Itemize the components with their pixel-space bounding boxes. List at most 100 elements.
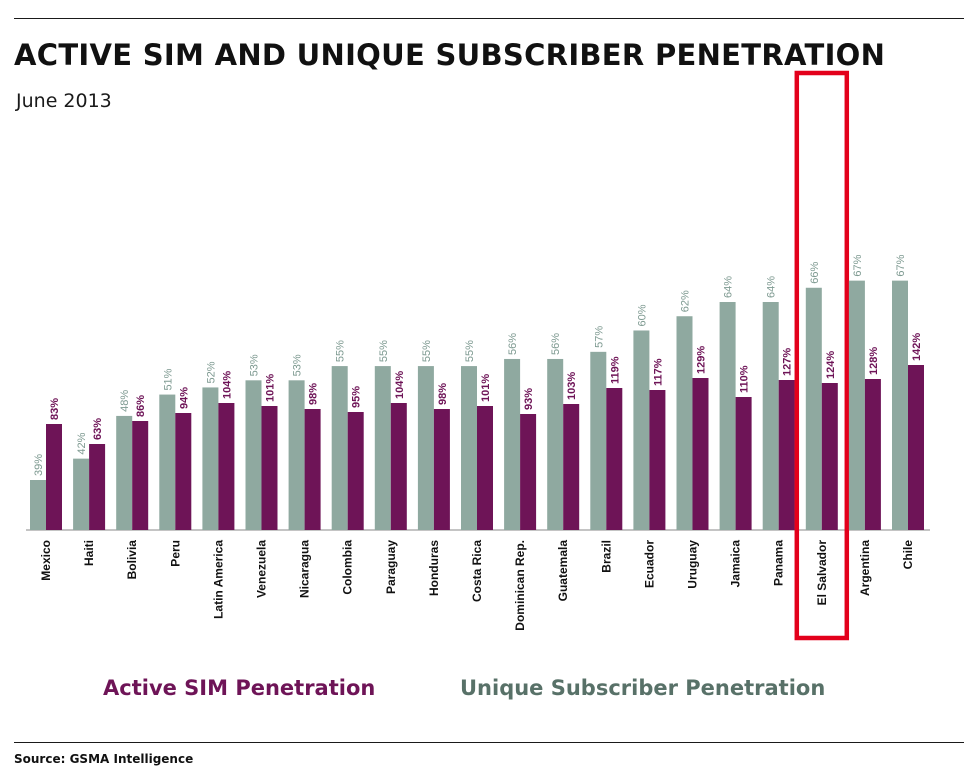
data-label-active-mexico: 83% <box>49 398 61 420</box>
data-label-active-chile: 142% <box>911 333 923 361</box>
data-label-active-el-salvador: 124% <box>825 351 837 379</box>
data-label-active-argentina: 128% <box>868 347 880 375</box>
data-label-unique-argentina: 67% <box>852 254 864 276</box>
data-label-unique-paraguay: 55% <box>378 340 390 362</box>
data-label-unique-costa-rica: 55% <box>464 340 476 362</box>
data-label-active-haiti: 63% <box>92 418 104 440</box>
tick-label-paraguay: Paraguay <box>384 540 398 594</box>
bar-unique-jamaica <box>719 302 736 530</box>
data-label-unique-peru: 51% <box>162 368 174 390</box>
tick-label-guatemala: Guatemala <box>556 540 570 602</box>
bar-unique-uruguay <box>676 316 693 530</box>
legend-unique-subscriber: Unique Subscriber Penetration <box>460 676 826 700</box>
data-label-unique-latin-america: 52% <box>205 361 217 383</box>
bar-active-nicaragua <box>304 409 321 530</box>
data-label-unique-guatemala: 56% <box>550 333 562 355</box>
bar-unique-costa-rica <box>461 366 477 530</box>
data-label-active-brazil: 119% <box>609 356 621 384</box>
data-label-active-nicaragua: 98% <box>308 383 320 405</box>
bar-unique-bolivia <box>116 415 133 530</box>
tick-label-el-salvador: El Salvador <box>815 540 829 606</box>
bar-active-honduras <box>433 409 450 530</box>
data-label-unique-brazil: 57% <box>593 326 605 348</box>
data-label-active-colombia: 95% <box>351 386 363 408</box>
highlight-box-el-salvador <box>794 70 850 641</box>
tick-label-haiti: Haiti <box>82 540 96 566</box>
data-label-unique-panama: 64% <box>766 276 778 298</box>
bar-active-jamaica <box>735 397 752 530</box>
chart-subtitle: June 2013 <box>16 90 112 112</box>
bar-unique-venezuela <box>245 380 262 530</box>
data-label-active-honduras: 98% <box>437 383 449 405</box>
bar-unique-colombia <box>331 366 348 530</box>
tick-label-bolivia: Bolivia <box>125 540 139 580</box>
bar-active-guatemala <box>563 404 580 530</box>
bar-active-brazil <box>606 388 623 530</box>
data-label-active-bolivia: 86% <box>135 395 147 417</box>
tick-label-latin-america: Latin America <box>211 540 225 619</box>
bar-active-venezuela <box>261 406 278 530</box>
tick-label-venezuela: Venezuela <box>255 540 269 598</box>
bottom-rule <box>14 742 964 743</box>
bar-unique-honduras <box>417 366 434 530</box>
data-label-unique-bolivia: 48% <box>119 390 131 412</box>
bar-active-peru <box>175 413 192 530</box>
top-rule <box>14 18 964 19</box>
bar-active-colombia <box>347 412 364 530</box>
data-label-active-guatemala: 103% <box>566 372 578 400</box>
tick-label-uruguay: Uruguay <box>686 540 700 589</box>
legend-active-sim: Active SIM Penetration <box>103 676 376 700</box>
data-label-unique-chile: 67% <box>895 254 907 276</box>
bar-unique-haiti <box>73 458 90 530</box>
data-label-active-uruguay: 129% <box>696 346 708 374</box>
tick-label-dominican-rep: Dominican Rep. <box>513 540 527 631</box>
bar-unique-mexico <box>30 480 46 530</box>
data-label-unique-colombia: 55% <box>335 340 347 362</box>
data-label-unique-ecuador: 60% <box>636 304 648 326</box>
bar-active-latin-america <box>218 403 235 530</box>
tick-label-costa-rica: Costa Rica <box>470 540 484 602</box>
data-label-unique-el-salvador: 66% <box>809 262 821 284</box>
data-label-active-jamaica: 110% <box>739 365 751 393</box>
data-label-unique-venezuela: 53% <box>249 354 261 376</box>
data-label-active-dominican-rep: 93% <box>523 388 535 410</box>
data-label-unique-nicaragua: 53% <box>292 354 304 376</box>
bar-active-argentina <box>864 379 881 530</box>
tick-label-chile: Chile <box>901 540 915 570</box>
data-label-active-ecuador: 117% <box>652 358 664 386</box>
tick-label-panama: Panama <box>772 540 786 586</box>
data-label-active-costa-rica: 101% <box>480 374 492 402</box>
bar-unique-el-salvador <box>805 287 822 530</box>
tick-label-brazil: Brazil <box>599 540 613 573</box>
tick-label-ecuador: Ecuador <box>642 540 656 588</box>
bar-active-costa-rica <box>477 406 493 530</box>
bar-active-chile <box>908 365 924 530</box>
bar-unique-ecuador <box>633 330 650 530</box>
data-label-active-latin-america: 104% <box>221 371 233 399</box>
tick-label-colombia: Colombia <box>341 540 355 595</box>
tick-label-mexico: Mexico <box>39 540 53 581</box>
data-label-active-peru: 94% <box>178 387 190 409</box>
bar-active-haiti <box>89 444 106 530</box>
bar-unique-brazil <box>590 351 607 530</box>
data-label-unique-uruguay: 62% <box>680 290 692 312</box>
bar-unique-guatemala <box>547 358 564 530</box>
bar-active-mexico <box>46 424 62 530</box>
data-label-active-paraguay: 104% <box>394 371 406 399</box>
source-note: Source: GSMA Intelligence <box>14 752 194 766</box>
bar-active-paraguay <box>390 403 407 530</box>
bar-active-bolivia <box>132 421 149 530</box>
bar-active-dominican-rep <box>520 414 537 530</box>
bar-unique-panama <box>762 302 779 530</box>
bar-active-uruguay <box>692 378 709 530</box>
bar-unique-chile <box>892 280 908 530</box>
bar-unique-peru <box>159 394 176 530</box>
data-label-unique-dominican-rep: 56% <box>507 333 519 355</box>
data-label-active-venezuela: 101% <box>265 374 277 402</box>
data-label-unique-mexico: 39% <box>33 454 45 476</box>
data-label-unique-honduras: 55% <box>421 340 433 362</box>
data-label-unique-jamaica: 64% <box>723 276 735 298</box>
bar-active-el-salvador <box>821 383 838 530</box>
bar-unique-paraguay <box>374 366 391 530</box>
